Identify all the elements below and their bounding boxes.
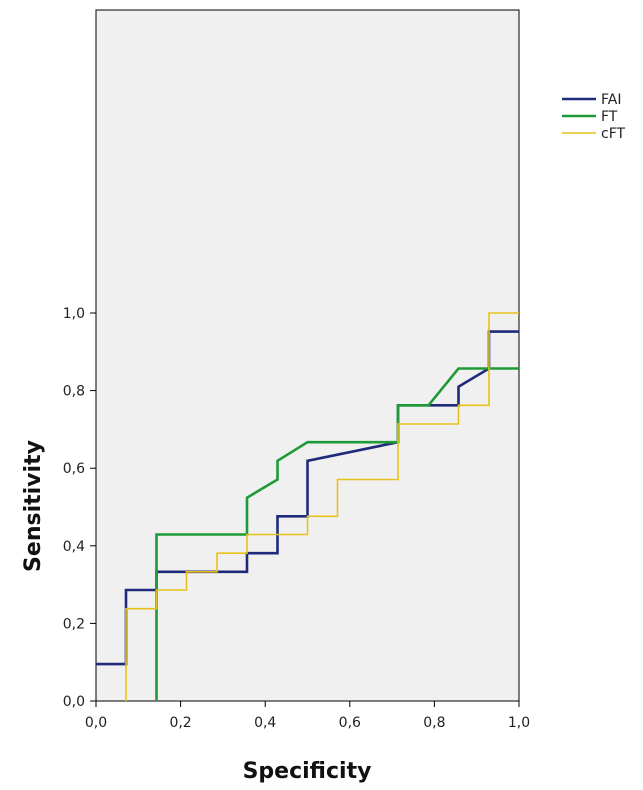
y-tick-label: 0,2	[63, 616, 85, 632]
y-tick-label: 1,0	[63, 306, 85, 322]
legend-label-cft: cFT	[601, 126, 626, 142]
x-tick-label: 0,2	[169, 715, 191, 731]
y-tick-label: 0,4	[63, 539, 85, 555]
x-tick-label: 1,0	[508, 715, 530, 731]
y-axis: 0,0 0,2 0,4 0,6 0,8 1,0	[63, 306, 96, 710]
y-axis-title: Sensitivity	[21, 440, 46, 572]
y-tick-label: 0,8	[63, 384, 85, 400]
series-line-ft	[155, 367, 519, 701]
x-axis: 0,0 0,2 0,4 0,6 0,8 1,0	[85, 701, 530, 731]
x-tick-label: 0,8	[423, 715, 445, 731]
series-line-cft	[125, 312, 519, 701]
legend-label-fai: FAI	[601, 92, 621, 108]
series-line-fai	[96, 330, 519, 666]
plot-background	[95, 9, 520, 702]
x-tick-label: 0,0	[85, 715, 107, 731]
x-tick-label: 0,4	[254, 715, 276, 731]
legend-label-ft: FT	[601, 109, 618, 125]
x-tick-label: 0,6	[339, 715, 361, 731]
y-tick-label: 0,6	[63, 461, 85, 477]
series-layer	[96, 312, 519, 701]
x-axis-title: Specificity	[243, 759, 372, 784]
y-tick-label: 0,0	[63, 694, 85, 710]
